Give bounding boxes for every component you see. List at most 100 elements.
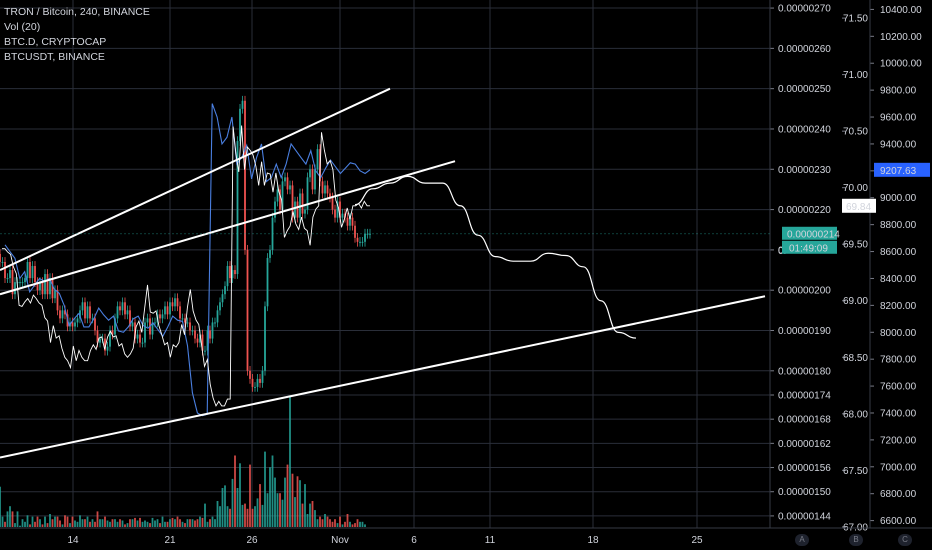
candle-body bbox=[146, 318, 149, 323]
candle-body bbox=[114, 318, 116, 335]
candle-body bbox=[191, 330, 194, 332]
candle-body bbox=[14, 282, 16, 295]
volume-bar bbox=[141, 521, 144, 527]
candle-body bbox=[144, 322, 146, 343]
current-price-label: 0.00000214 bbox=[787, 229, 840, 240]
volume-bar bbox=[26, 515, 29, 527]
btcd-tick-label: 68.50 bbox=[843, 353, 868, 364]
candle-body bbox=[51, 278, 54, 299]
volume-bar bbox=[301, 503, 304, 527]
corner-button-b[interactable]: B bbox=[849, 534, 863, 546]
candle-body bbox=[164, 306, 166, 315]
candle-body bbox=[351, 217, 354, 226]
volume-bar bbox=[356, 519, 359, 527]
volume-bar bbox=[169, 519, 171, 527]
volume-bar bbox=[114, 519, 116, 527]
candle-body bbox=[266, 257, 269, 307]
candle-body bbox=[6, 278, 9, 280]
corner-button-a[interactable]: A bbox=[795, 534, 809, 546]
volume-bar bbox=[276, 493, 279, 527]
candle-body bbox=[29, 261, 31, 279]
volume-bar bbox=[359, 521, 361, 527]
volume-bar bbox=[326, 516, 329, 527]
volume-bar bbox=[306, 514, 309, 527]
price-tick-label: 0.00000156 bbox=[778, 463, 831, 474]
volume-bar bbox=[296, 476, 299, 527]
candle-body bbox=[244, 100, 246, 250]
candle-body bbox=[214, 322, 216, 324]
candle-body bbox=[139, 334, 141, 343]
volume-bar bbox=[69, 523, 71, 527]
candle-body bbox=[324, 185, 326, 194]
volume-bar bbox=[259, 484, 261, 527]
volume-bar bbox=[16, 511, 19, 527]
volume-bar bbox=[96, 511, 99, 527]
volume-bar bbox=[124, 524, 126, 527]
legend-btcusdt[interactable]: BTCUSDT, BINANCE bbox=[4, 51, 105, 63]
candle-body bbox=[109, 330, 111, 347]
volume-bar bbox=[201, 517, 204, 527]
candle-body bbox=[196, 338, 199, 343]
candle-body bbox=[56, 290, 59, 311]
volume-bar bbox=[184, 523, 186, 527]
volume-bar bbox=[216, 501, 219, 527]
legend-volume[interactable]: Vol (20) bbox=[4, 21, 41, 33]
legend-btcd[interactable]: BTC.D, CRYPTOCAP bbox=[4, 36, 107, 48]
volume-bar bbox=[86, 516, 89, 527]
candle-body bbox=[119, 306, 121, 311]
candle-body bbox=[79, 310, 81, 319]
volume-bar bbox=[221, 488, 224, 527]
candle-body bbox=[89, 306, 91, 319]
volume-bar bbox=[181, 521, 184, 527]
candle-body bbox=[0, 253, 1, 262]
candle-body bbox=[349, 217, 351, 226]
volume-bar bbox=[249, 464, 251, 527]
candle-body bbox=[369, 233, 371, 235]
candle-body bbox=[159, 314, 161, 319]
corner-button-c[interactable]: C bbox=[898, 534, 912, 546]
candle-body bbox=[291, 185, 294, 218]
volume-bar bbox=[24, 521, 26, 527]
countdown-badge bbox=[782, 240, 837, 254]
volume-bar bbox=[84, 519, 86, 527]
volume-bar bbox=[324, 514, 326, 527]
trendline-3 bbox=[0, 295, 766, 459]
volume-bar bbox=[119, 519, 121, 527]
x-tick-label: 14 bbox=[67, 535, 79, 546]
volume-bar bbox=[206, 521, 209, 527]
candle-body bbox=[346, 217, 349, 226]
volume-bar bbox=[319, 516, 321, 527]
volume-bar bbox=[166, 521, 169, 527]
volume-bar bbox=[126, 523, 129, 527]
candle-body bbox=[294, 201, 296, 218]
btcusdt-series-line bbox=[4, 103, 371, 417]
candle-body bbox=[234, 270, 236, 275]
volume-bar bbox=[61, 524, 64, 527]
volume-bar bbox=[11, 511, 14, 527]
price-tick-label: 0.00000230 bbox=[778, 165, 831, 176]
candle-body bbox=[339, 201, 341, 218]
candle-body bbox=[301, 193, 304, 214]
x-tick-label: 21 bbox=[164, 535, 176, 546]
volume-bar bbox=[316, 519, 319, 527]
volume-bar bbox=[164, 521, 166, 527]
volume-bar bbox=[41, 524, 44, 527]
price-tick-label: 0.00000180 bbox=[778, 366, 831, 377]
volume-bar bbox=[229, 508, 231, 527]
volume-bar bbox=[251, 508, 254, 527]
volume-bar bbox=[289, 397, 291, 527]
volume-bar bbox=[271, 455, 274, 527]
btcusdt-tick-label: 10000.00 bbox=[880, 59, 922, 70]
legend-main-symbol[interactable]: TRON / Bitcoin, 240, BINANCE bbox=[4, 6, 150, 18]
btcusdt-tick-label: 8800.00 bbox=[880, 220, 917, 231]
btcd-tick-label: 67.50 bbox=[843, 466, 868, 477]
btcd-tick-label: 70.00 bbox=[843, 183, 868, 194]
candle-body bbox=[99, 338, 101, 343]
x-tick-label: 18 bbox=[587, 535, 599, 546]
candle-body bbox=[26, 261, 29, 279]
volume-bar bbox=[211, 516, 214, 527]
volume-bar bbox=[291, 473, 294, 527]
btcd-series-line bbox=[2, 125, 370, 407]
